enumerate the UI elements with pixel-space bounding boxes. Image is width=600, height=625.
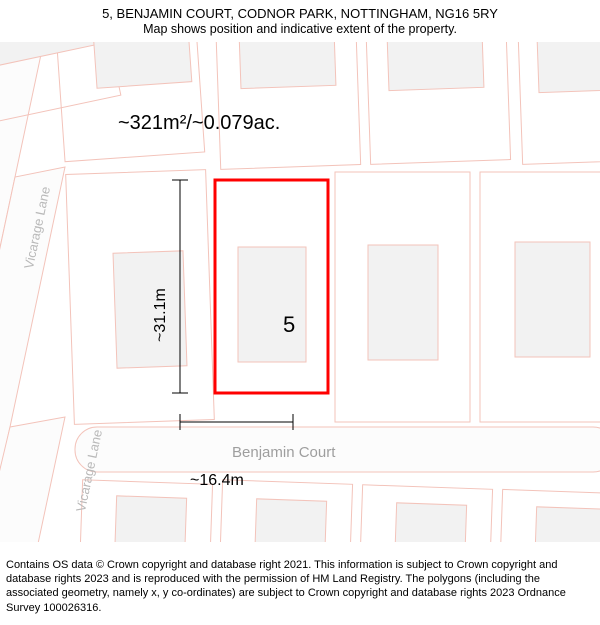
dimension-height-label: ~31.1m (152, 288, 170, 342)
copyright-footer: Contains OS data © Crown copyright and d… (0, 552, 600, 625)
map-canvas: ~321m²/~0.079ac. ~31.1m ~16.4m Vicarage … (0, 42, 600, 542)
map-subtitle: Map shows position and indicative extent… (10, 22, 590, 38)
map-title: 5, BENJAMIN COURT, CODNOR PARK, NOTTINGH… (10, 6, 590, 22)
dimension-width-label: ~16.4m (190, 472, 244, 490)
plot-number-label: 5 (283, 312, 295, 338)
map-header: 5, BENJAMIN COURT, CODNOR PARK, NOTTINGH… (0, 0, 600, 42)
area-label: ~321m²/~0.079ac. (118, 112, 280, 135)
street-label-benjamin: Benjamin Court (232, 444, 335, 461)
